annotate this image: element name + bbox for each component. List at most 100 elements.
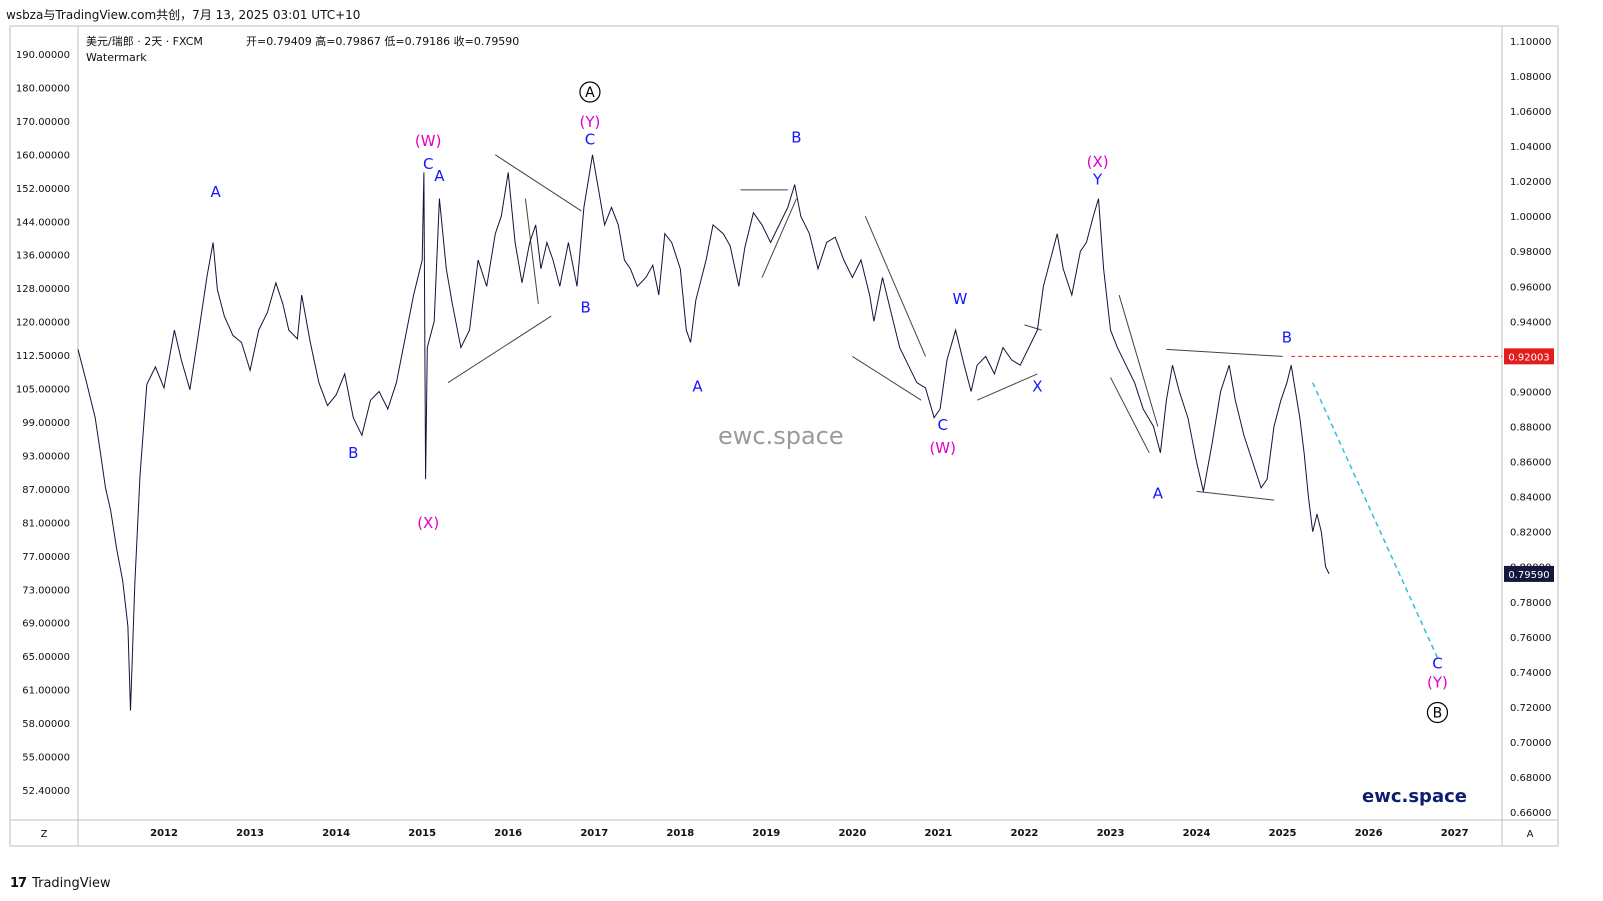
left-axis-tick: 87.00000 <box>22 485 70 496</box>
wave-label: B <box>1282 328 1292 346</box>
time-axis-tick: 2016 <box>494 828 522 839</box>
left-axis-tick: 136.00000 <box>16 251 70 262</box>
pattern-trendline <box>1024 324 1042 331</box>
left-axis-tick: 152.00000 <box>16 184 70 195</box>
wave-label: C <box>937 416 947 434</box>
right-axis-tick: 0.88000 <box>1510 423 1551 434</box>
wave-label: (X) <box>1087 153 1109 171</box>
wave-label: (W) <box>929 439 956 457</box>
left-axis-tick: 128.00000 <box>16 284 70 295</box>
left-axis-tick: 160.00000 <box>16 150 70 161</box>
wave-label: (Y) <box>1427 674 1448 692</box>
left-axis-button[interactable]: Z <box>41 829 48 840</box>
level-price-tag <box>1504 348 1554 365</box>
tradingview-footer[interactable]: 17 TradingView <box>10 876 111 891</box>
circled-wave-marker <box>579 81 601 103</box>
wave-label: (W) <box>415 132 442 150</box>
right-axis-tick: 0.78000 <box>1510 598 1551 609</box>
pattern-trendline <box>1118 294 1159 427</box>
wave-label: Y <box>1092 171 1103 189</box>
time-axis-tick: 2012 <box>150 828 178 839</box>
right-axis-tick: 0.98000 <box>1510 247 1551 258</box>
right-axis[interactable]: 1.10000 1.08000 1.06000 1.04000 1.02000 1.000… <box>1510 37 1551 819</box>
wave-label: B <box>348 444 358 462</box>
left-axis-tick: 144.00000 <box>16 217 70 228</box>
wave-label: A <box>1153 484 1164 502</box>
wave-label: B <box>791 129 801 147</box>
left-axis[interactable]: 190.00000 180.00000 170.00000 160.00000 152.… <box>16 50 70 797</box>
right-axis-tick: 0.72000 <box>1510 703 1551 714</box>
pattern-trendline <box>1110 377 1150 454</box>
right-axis-tick: 0.82000 <box>1510 528 1551 539</box>
wave-label: (Y) <box>580 113 601 131</box>
right-axis-tick: 0.68000 <box>1510 773 1551 784</box>
right-axis-tick: 0.94000 <box>1510 317 1551 328</box>
time-axis-tick: 2021 <box>925 828 953 839</box>
left-axis-tick: 105.00000 <box>16 385 70 396</box>
time-axis-tick: 2024 <box>1183 828 1211 839</box>
current-price-text: 0.79590 <box>1508 570 1549 581</box>
right-axis-tick: 0.84000 <box>1510 493 1551 504</box>
pattern-trendline <box>761 198 797 278</box>
time-axis-tick: 2022 <box>1011 828 1039 839</box>
current-price-tag <box>1504 565 1554 582</box>
time-axis-tick: 2014 <box>322 828 350 839</box>
tradingview-logo-icon: 17 <box>10 876 27 891</box>
right-axis-tick: 0.76000 <box>1510 633 1551 644</box>
right-axis-tick: 1.06000 <box>1510 107 1551 118</box>
right-axis-tick: 0.86000 <box>1510 458 1551 469</box>
wave-label: A <box>692 377 703 395</box>
time-axis-tick: 2018 <box>666 828 694 839</box>
left-axis-tick: 120.00000 <box>16 318 70 329</box>
wave-label: C <box>585 130 595 148</box>
left-axis-tick: 81.00000 <box>22 518 70 529</box>
wave-label: C <box>423 155 433 173</box>
left-axis-tick: 73.00000 <box>22 585 70 596</box>
left-axis-tick: 52.40000 <box>22 786 70 797</box>
ohlc-readout: 开=0.79409 高=0.79867 低=0.79186 收=0.79590 <box>246 34 519 48</box>
left-axis-tick: 61.00000 <box>22 686 70 697</box>
pattern-trendline <box>495 154 582 212</box>
pattern-trendline <box>1196 490 1275 501</box>
time-axis-tick: 2020 <box>838 828 866 839</box>
pattern-lines <box>447 154 1502 659</box>
pattern-trendline <box>1166 348 1283 357</box>
right-axis-tick: 1.04000 <box>1510 142 1551 153</box>
price-series-line <box>77 154 1330 711</box>
chart-frame <box>9 25 1559 847</box>
pattern-trendline <box>976 373 1038 401</box>
chart-symbol-title: 美元/瑞郎 · 2天 · FXCM <box>86 34 203 48</box>
brand-logo-text: ewc.space <box>1362 786 1467 807</box>
left-axis-tick: 180.00000 <box>16 83 70 94</box>
wave-labels: AB(W)CA(X)(Y)CBBAWXC(W)(X)YABC(Y)AB0.920… <box>211 81 1554 724</box>
left-axis-tick: 77.00000 <box>22 552 70 563</box>
left-axis-tick: 65.00000 <box>22 652 70 663</box>
pattern-trendline <box>852 355 922 401</box>
pattern-trendline <box>864 215 926 357</box>
time-axis-tick: 2017 <box>580 828 608 839</box>
pattern-trendline <box>447 315 552 384</box>
wave-label: W <box>953 290 968 308</box>
time-axis-tick: 2027 <box>1441 828 1469 839</box>
right-axis-tick: 1.00000 <box>1510 212 1551 223</box>
wave-label: A <box>211 183 222 201</box>
right-axis-tick: 0.90000 <box>1510 387 1551 398</box>
left-axis-tick: 112.50000 <box>16 351 70 362</box>
time-axis[interactable]: 2012 2013 2014 2015 2016 2017 2018 2019 2020 2021… <box>150 828 1469 839</box>
wave-label: (X) <box>417 514 439 532</box>
time-axis-tick: 2023 <box>1097 828 1125 839</box>
left-axis-tick: 93.00000 <box>22 451 70 462</box>
right-axis-button[interactable]: A <box>1527 829 1534 840</box>
circled-wave-label: B <box>1433 705 1443 721</box>
right-axis-tick: 0.66000 <box>1510 808 1551 819</box>
left-axis-tick: 99.00000 <box>22 418 70 429</box>
price-series <box>77 154 1330 711</box>
wave-label: B <box>581 299 591 317</box>
wave-label: A <box>434 167 445 185</box>
right-axis-tick: 1.08000 <box>1510 72 1551 83</box>
wave-label: C <box>1432 654 1442 672</box>
left-axis-tick: 69.00000 <box>22 619 70 630</box>
time-axis-tick: 2015 <box>408 828 436 839</box>
right-axis-tick: 0.70000 <box>1510 738 1551 749</box>
